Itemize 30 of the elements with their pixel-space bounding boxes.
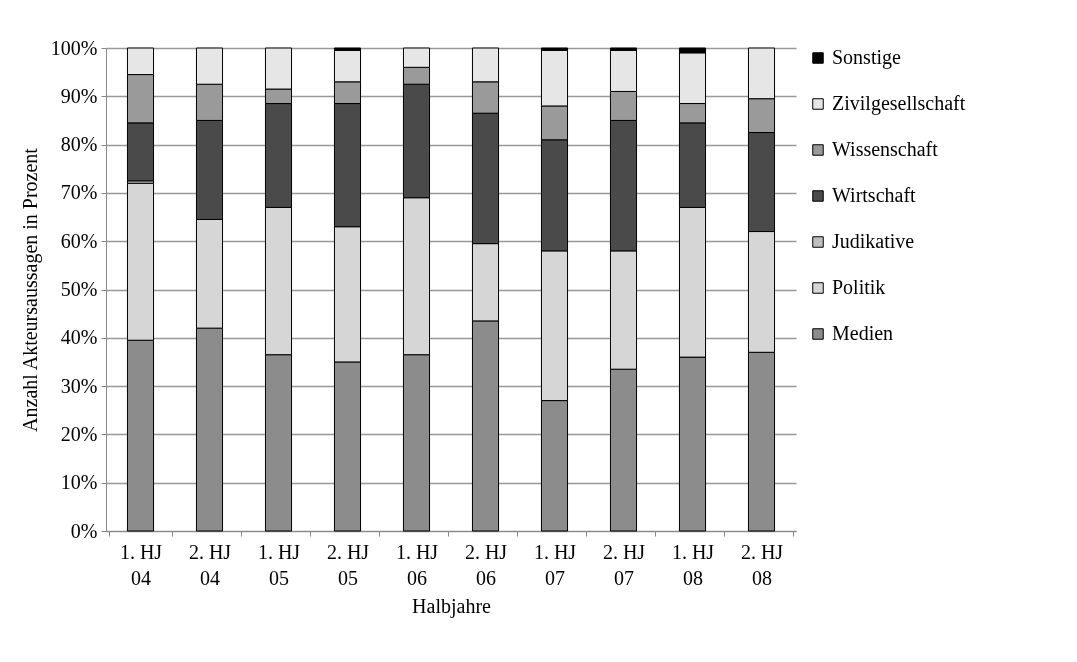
legend-label: Politik [832, 276, 886, 298]
y-tick-label: 40% [60, 326, 98, 349]
y-tick-label: 100% [50, 36, 98, 59]
x-tick-label: 2. HJ 08 [740, 540, 784, 589]
x-tick-label: 1. HJ 07 [533, 540, 577, 589]
y-tick-label: 30% [60, 374, 98, 397]
y-tick-label: 10% [60, 471, 98, 494]
legend-label: Sonstige [832, 46, 902, 69]
y-tick-label: 20% [60, 422, 98, 445]
y-tick-label: 70% [60, 181, 98, 204]
y-tick-label: 60% [60, 229, 98, 252]
legend-label: Wissenschaft [832, 138, 939, 160]
y-tick-label: 0% [70, 519, 98, 542]
y-tick-label: 90% [60, 84, 98, 107]
x-tick-label: 1. HJ 06 [395, 540, 439, 589]
legend-label: Judikative [832, 230, 915, 252]
legend-label: Wirtschaft [832, 184, 917, 206]
x-tick-label: 2. HJ 04 [188, 540, 232, 589]
x-tick-label: 2. HJ 07 [602, 540, 646, 589]
y-axis-title: Anzahl Akteursaussagen in Prozent [18, 147, 42, 432]
x-tick-label: 2. HJ 06 [464, 540, 508, 589]
x-tick-label: 1. HJ 05 [257, 540, 301, 589]
y-tick-label: 80% [60, 133, 98, 156]
x-tick-label: 1. HJ 08 [671, 540, 715, 589]
x-tick-label: 1. HJ 04 [119, 540, 163, 589]
x-axis-title: Halbjahre [412, 594, 492, 618]
x-tick-label: 2. HJ 05 [326, 540, 370, 589]
legend-label: Medien [832, 322, 894, 344]
y-tick-label: 50% [60, 278, 98, 300]
legend-label: Zivilgesellschaft [832, 92, 966, 115]
